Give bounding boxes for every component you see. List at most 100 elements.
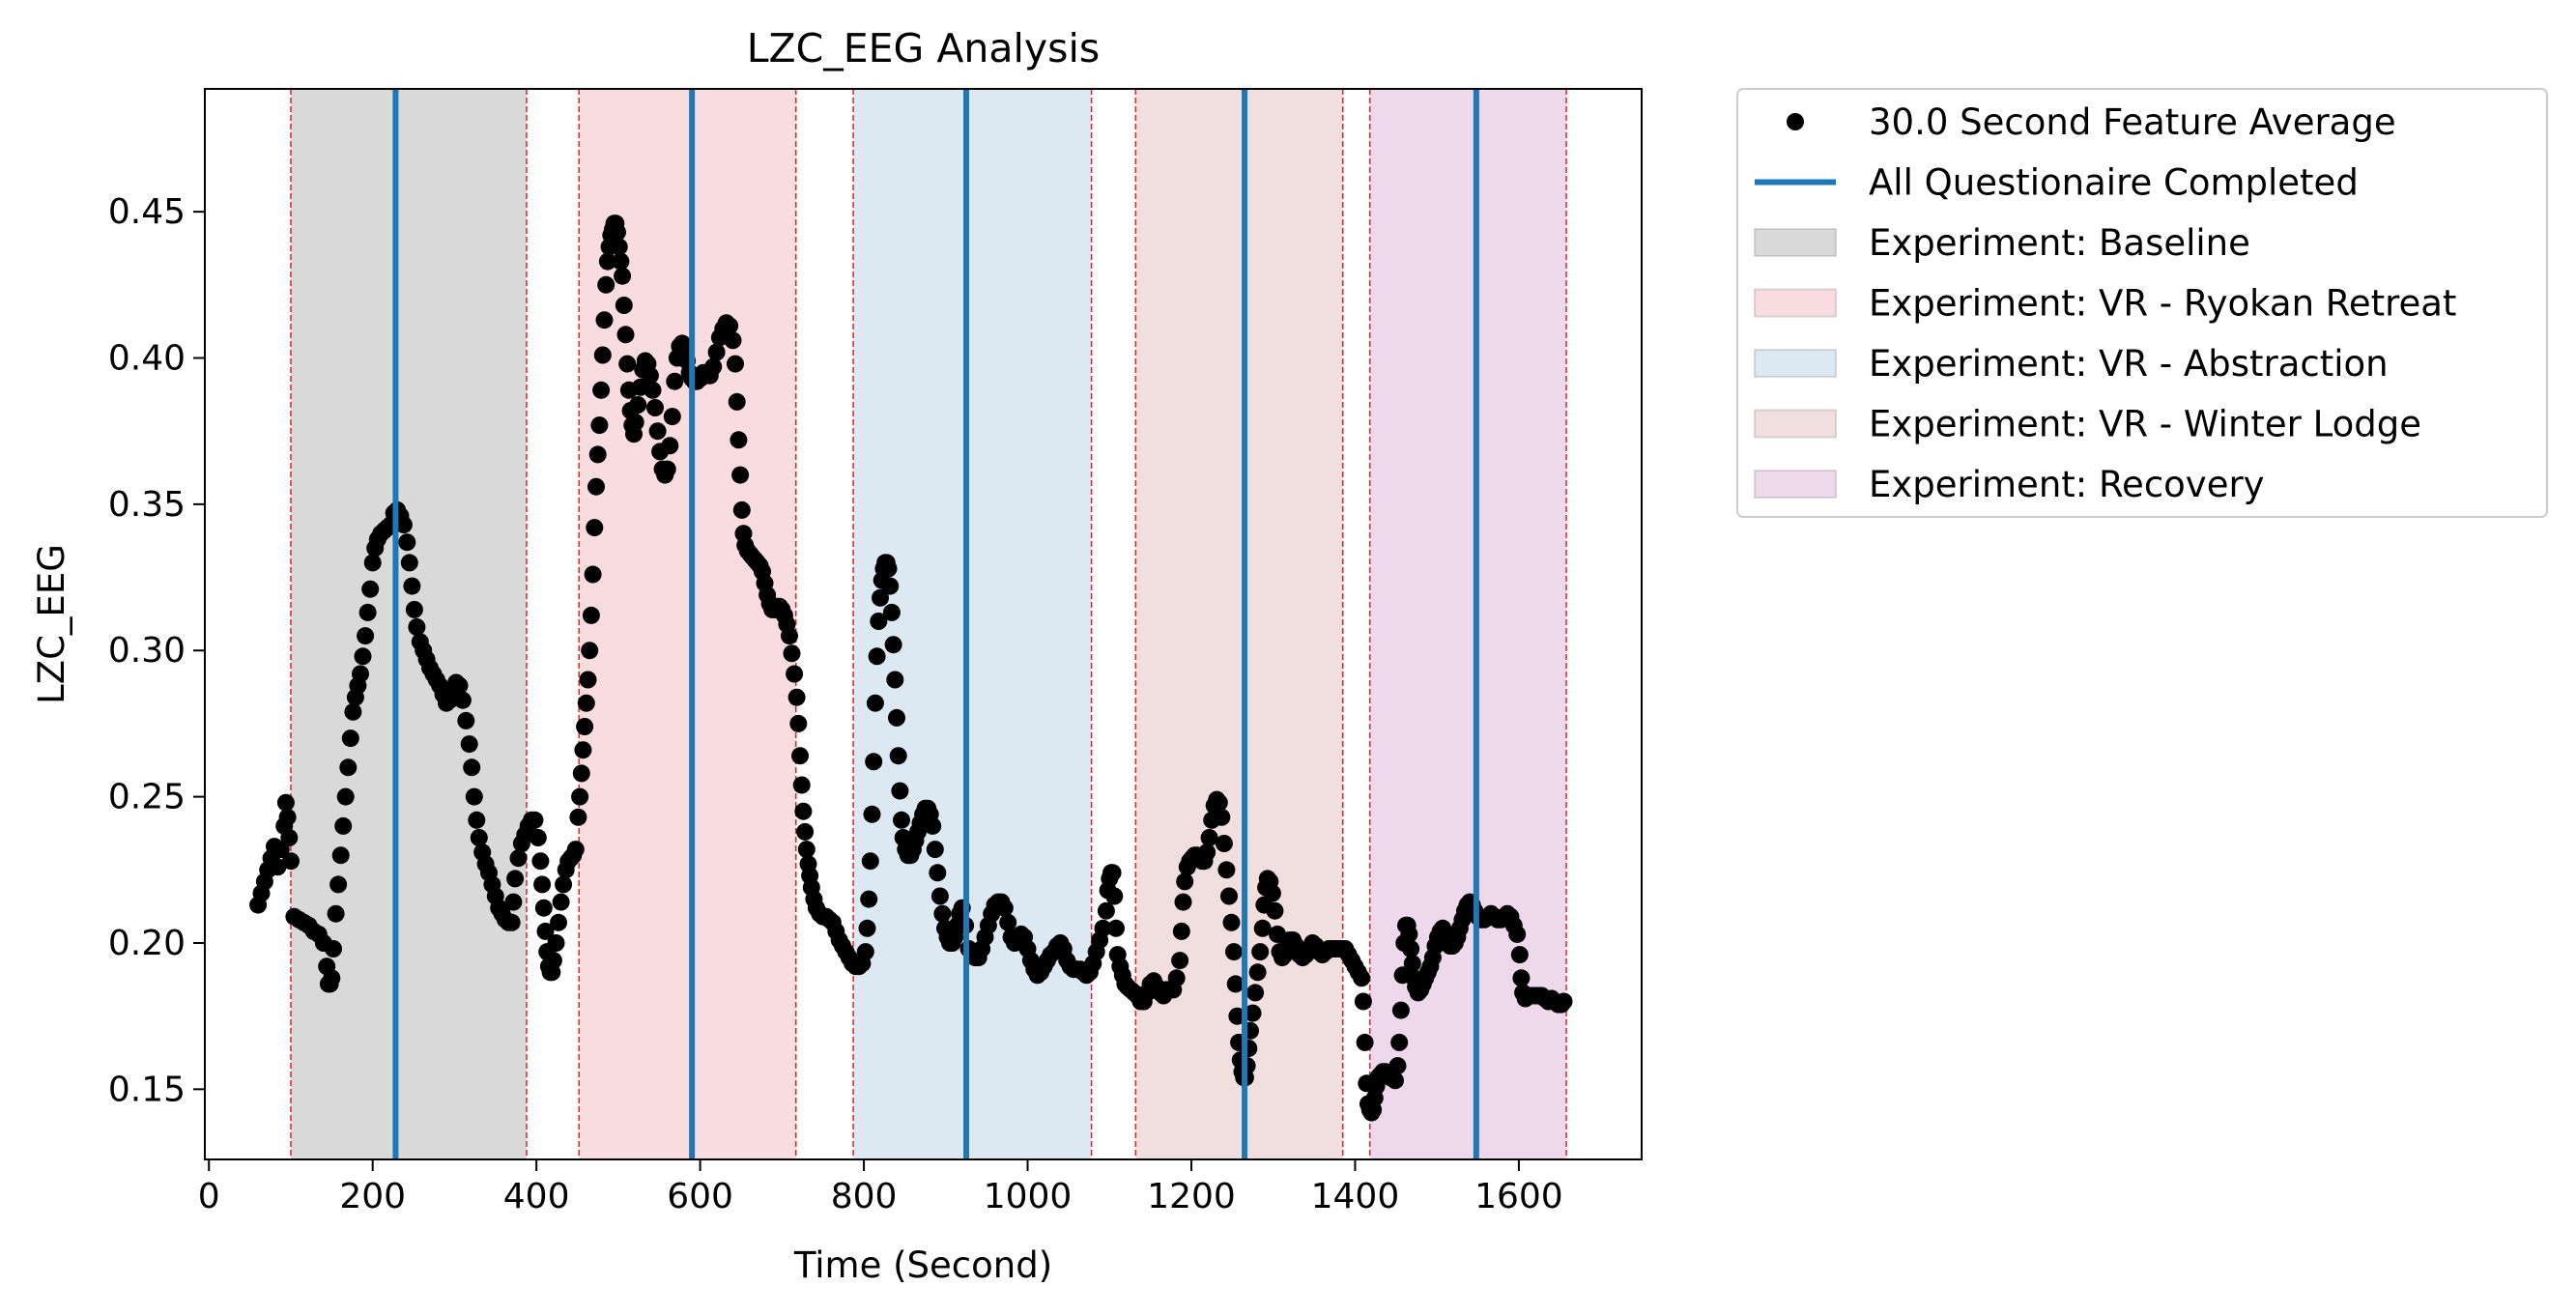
data-point — [550, 913, 567, 931]
data-point — [470, 829, 488, 846]
data-point — [529, 829, 547, 846]
data-point — [868, 647, 886, 666]
data-point — [641, 366, 659, 385]
data-point — [616, 326, 635, 344]
data-point — [394, 516, 413, 534]
data-point — [593, 346, 612, 364]
data-point — [663, 408, 681, 426]
data-point — [1094, 919, 1112, 937]
data-point — [933, 904, 952, 923]
data-point — [577, 694, 595, 712]
data-point — [732, 500, 751, 519]
data-point — [339, 758, 358, 777]
data-point — [581, 642, 599, 660]
y-tick-label: 0.40 — [108, 339, 186, 379]
data-point — [1105, 887, 1124, 905]
data-point — [1400, 925, 1418, 943]
data-point — [731, 466, 750, 484]
legend-patch-2 — [1754, 288, 1837, 318]
data-point — [584, 565, 602, 584]
legend-patch-4 — [1754, 409, 1837, 439]
data-point — [858, 919, 876, 937]
x-tick-label: 800 — [831, 1177, 898, 1216]
data-point — [884, 636, 902, 654]
region-3 — [853, 89, 1092, 1159]
data-point — [509, 849, 528, 868]
data-point — [1555, 992, 1573, 1011]
data-point — [612, 252, 630, 271]
x-tick-label: 600 — [667, 1177, 733, 1216]
data-point — [1097, 901, 1115, 920]
data-point — [789, 714, 808, 732]
data-point — [526, 811, 544, 829]
data-point — [534, 899, 553, 917]
data-point — [555, 875, 573, 894]
data-point — [574, 741, 592, 759]
data-point — [357, 627, 375, 645]
data-point — [666, 372, 684, 390]
data-point — [536, 922, 555, 940]
data-point — [547, 934, 565, 952]
data-point — [618, 355, 637, 373]
chart-title: LZC_EEG Analysis — [747, 25, 1101, 71]
data-point — [352, 665, 369, 683]
x-tick-label: 1200 — [1147, 1177, 1236, 1216]
legend-box — [1736, 88, 2548, 518]
data-point — [860, 890, 878, 908]
legend-label: All Questionaire Completed — [1869, 162, 2359, 204]
data-point — [797, 841, 816, 859]
data-point — [586, 519, 604, 537]
data-point — [544, 952, 562, 970]
data-point — [724, 331, 742, 350]
legend-label: Experiment: VR - Ryokan Retreat — [1869, 283, 2456, 325]
questionnaire-lines — [392, 89, 1479, 1159]
data-point — [930, 887, 949, 905]
data-point — [1253, 919, 1272, 937]
data-point — [882, 603, 901, 621]
data-point — [1103, 864, 1122, 882]
data-point — [358, 603, 377, 621]
y-tick-label: 0.20 — [108, 924, 186, 963]
experiment-regions — [290, 89, 1567, 1159]
data-point — [1354, 992, 1372, 1011]
legend-label: Experiment: VR - Winter Lodge — [1869, 404, 2421, 445]
region-boundary-lines — [290, 89, 1567, 1159]
data-point — [450, 676, 469, 695]
chart-legend: 30.0 Second Feature Average All Questiona… — [1736, 88, 2548, 518]
data-point — [893, 811, 910, 829]
data-point — [1387, 1072, 1404, 1090]
data-point — [792, 776, 811, 794]
data-point — [730, 431, 748, 449]
data-point — [361, 580, 380, 598]
data-point — [276, 793, 295, 812]
x-tick-label: 0 — [198, 1177, 220, 1216]
data-point — [460, 735, 478, 754]
data-point — [334, 816, 353, 835]
data-point — [1200, 829, 1218, 846]
x-axis-label: Time (Second) — [793, 1244, 1052, 1286]
x-tick-label: 1600 — [1474, 1177, 1563, 1216]
plot-frame — [204, 88, 1643, 1160]
data-point — [1251, 943, 1270, 961]
data-point — [1510, 946, 1529, 964]
data-point — [728, 392, 746, 411]
data-point — [403, 577, 421, 595]
data-point — [597, 275, 615, 294]
data-point — [707, 343, 726, 361]
y-axis-label: LZC_EEG — [31, 544, 72, 704]
data-point — [1391, 1001, 1410, 1019]
data-point — [626, 414, 644, 432]
data-point — [1220, 887, 1238, 905]
y-tick-label: 0.15 — [108, 1070, 186, 1109]
legend-label: Experiment: VR - Abstraction — [1869, 343, 2389, 385]
data-point — [468, 811, 486, 829]
data-point — [856, 943, 874, 961]
data-point — [590, 416, 609, 435]
data-point — [783, 644, 801, 663]
data-point — [457, 711, 475, 729]
legend-label: 30.0 Second Feature Average — [1869, 101, 2396, 143]
legend-point-marker — [1787, 113, 1804, 130]
data-point — [327, 904, 345, 923]
data-point — [329, 875, 348, 894]
